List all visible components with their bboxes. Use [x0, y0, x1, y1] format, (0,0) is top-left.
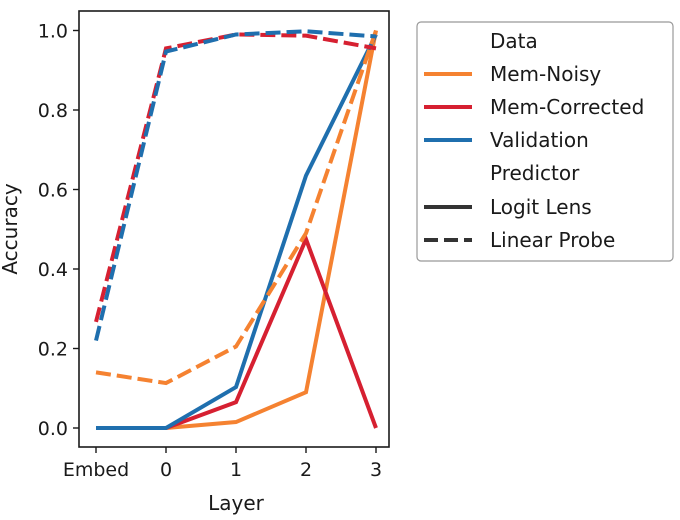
y-tick-label: 0.4	[38, 259, 68, 281]
plot-frame	[78, 10, 390, 448]
x-tick-label: 1	[230, 459, 242, 481]
series-line-mem-corrected-logit-lens	[96, 233, 378, 430]
y-tick-label: 1.0	[38, 21, 68, 43]
series-line-mem-corrected-linear-probe	[94, 32, 377, 323]
legend-title-predictor: Predictor	[490, 161, 580, 185]
x-tick-label: 0	[160, 459, 172, 481]
legend-label-logit-lens: Logit Lens	[490, 195, 592, 219]
y-tick-label: 0.0	[38, 418, 68, 440]
y-axis-label: Accuracy	[0, 183, 22, 274]
legend-title-data: Data	[490, 29, 538, 53]
legend-label-mem-noisy: Mem-Noisy	[490, 62, 601, 86]
legend-box	[416, 21, 674, 262]
x-tick-label: Embed	[63, 459, 129, 481]
series-line-mem-noisy-logit-lens	[96, 30, 378, 430]
y-tick-label: 0.2	[38, 339, 68, 361]
y-tick-label: 0.8	[38, 100, 68, 122]
legend: Data Mem-Noisy Mem-Corrected Validation …	[416, 21, 674, 262]
legend-label-linear-probe: Linear Probe	[490, 228, 615, 252]
y-axis: 0.0 0.2 0.4 0.6 0.8 1.0	[38, 21, 79, 440]
x-axis-label: Layer	[208, 491, 265, 515]
series-line-validation-logit-lens	[96, 33, 378, 430]
legend-label-mem-corrected: Mem-Corrected	[490, 95, 644, 119]
x-axis: Embed 0 1 2 3	[63, 447, 382, 481]
legend-label-validation: Validation	[490, 128, 589, 152]
y-tick-label: 0.6	[38, 180, 68, 202]
series-line-mem-noisy-linear-probe	[95, 29, 378, 386]
x-tick-label: 2	[300, 459, 312, 481]
series-line-validation-linear-probe	[94, 29, 377, 342]
series-layer	[94, 29, 378, 430]
x-tick-label: 3	[370, 459, 382, 481]
